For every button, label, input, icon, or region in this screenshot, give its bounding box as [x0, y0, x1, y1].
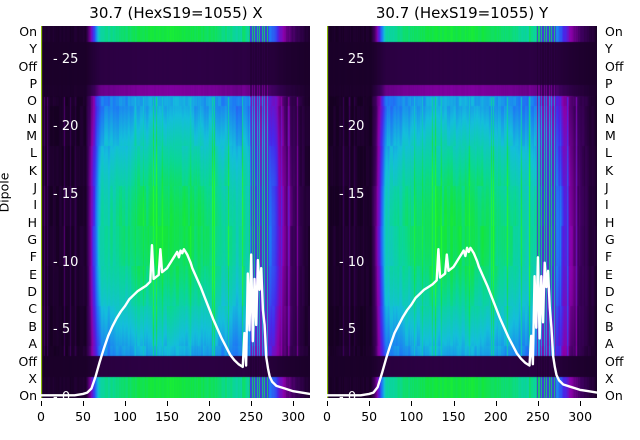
dipole-label: I: [605, 197, 609, 213]
dipole-label: Off: [605, 353, 624, 369]
dipole-label: Off: [605, 58, 624, 74]
x-tick-label: 50: [75, 409, 91, 424]
x-tick-label: 300: [568, 409, 593, 424]
dipole-label: F: [605, 249, 613, 265]
x-tick-label: 100: [399, 409, 424, 424]
dipole-label: G: [27, 232, 37, 248]
x-tick-label: 250: [239, 409, 264, 424]
y-tick-label: - 15: [339, 187, 365, 203]
overlay-curve-right: [327, 246, 597, 397]
dipole-label: E: [605, 266, 613, 282]
dipole-label: N: [27, 110, 37, 126]
x-tick-label: 100: [113, 409, 137, 424]
dipole-label: L: [30, 145, 37, 161]
x-tick-label: 250: [526, 409, 550, 424]
x-tick-mark: [293, 401, 295, 406]
dipole-label: M: [605, 128, 616, 144]
x-tick-mark: [125, 401, 127, 406]
dipole-label: Off: [18, 353, 37, 369]
x-tick-label: 300: [281, 409, 306, 424]
dipole-label: O: [605, 93, 615, 109]
overlay-curve-left: [41, 243, 310, 397]
dipole-label: On: [19, 24, 37, 39]
x-tick-mark: [537, 401, 539, 406]
dipole-label: H: [27, 214, 37, 230]
dipole-label: A: [28, 336, 37, 352]
panel-title-right: 30.7 (HexS19=1055) Y: [375, 4, 549, 22]
y-tick-label: - 0: [339, 390, 357, 405]
x-tick-mark: [453, 401, 455, 406]
dipole-label: M: [26, 128, 37, 144]
dipole-label: On: [19, 388, 37, 404]
dipole-label: Y: [29, 41, 37, 57]
dipole-label: E: [29, 266, 37, 282]
dipole-label: K: [605, 162, 614, 178]
dipole-label: H: [605, 214, 615, 230]
dipole-label: J: [33, 180, 37, 196]
x-tick-label: 0: [323, 409, 331, 424]
x-tick-mark: [83, 401, 85, 406]
x-tick-mark: [41, 401, 42, 406]
x-tick-mark: [209, 401, 211, 406]
dipole-label: P: [605, 76, 613, 92]
x-tick-label: 0: [37, 409, 45, 424]
y-tick-label: - 5: [53, 322, 71, 338]
dipole-label: On: [605, 24, 623, 39]
x-tick-label: 150: [441, 409, 466, 424]
dipole-label: F: [29, 249, 37, 265]
x-tick-label: 150: [155, 409, 180, 424]
dipole-label: G: [605, 232, 615, 248]
dipole-label: Y: [605, 41, 613, 57]
dipole-label: Off: [18, 58, 37, 74]
y-tick-label: - 0: [53, 390, 71, 405]
x-tick-mark: [495, 401, 497, 406]
heatmap-panel-left[interactable]: [41, 26, 310, 398]
dipole-label: P: [29, 76, 37, 92]
dipole-label: L: [605, 145, 612, 161]
heatmap-panel-right[interactable]: [327, 26, 597, 398]
dipole-label: K: [28, 162, 37, 178]
y-tick-label: - 20: [53, 119, 79, 135]
dipole-label: B: [28, 318, 37, 334]
dipole-label: B: [605, 318, 614, 334]
y-tick-label: - 5: [339, 322, 357, 338]
x-tick-mark: [580, 401, 582, 406]
dipole-label: C: [28, 301, 37, 317]
dipole-label: I: [33, 197, 37, 213]
x-tick-mark: [251, 401, 253, 406]
x-tick-label: 50: [361, 409, 378, 424]
panel-title-left: 30.7 (HexS19=1055) X: [89, 4, 263, 22]
dipole-label: X: [28, 370, 37, 386]
x-tick-mark: [369, 401, 371, 406]
y-tick-label: - 25: [339, 51, 365, 67]
dipole-label: A: [605, 336, 614, 352]
y-tick-label: - 20: [339, 119, 365, 135]
y-tick-label: - 10: [339, 254, 365, 270]
x-tick-label: 200: [197, 409, 222, 424]
dipole-label: O: [27, 93, 37, 109]
y-tick-label: - 15: [53, 187, 79, 203]
dipole-label: J: [605, 180, 609, 196]
x-tick-label: 200: [483, 409, 508, 424]
dipole-label: D: [605, 284, 615, 300]
y-tick-label: - 10: [53, 254, 79, 270]
dipole-label: D: [27, 284, 37, 300]
dipole-label: X: [605, 370, 614, 386]
dipole-label: On: [605, 388, 623, 404]
dipole-label: C: [605, 301, 614, 317]
x-tick-mark: [167, 401, 169, 406]
x-tick-mark: [327, 401, 328, 406]
dipole-label: N: [605, 110, 615, 126]
x-tick-mark: [411, 401, 413, 406]
y-tick-label: - 25: [53, 51, 79, 67]
